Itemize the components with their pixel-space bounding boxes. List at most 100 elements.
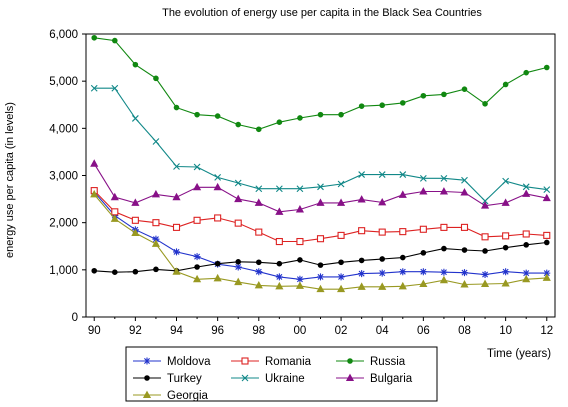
data-point-moldova [152,235,160,243]
x-axis-label: Time (years) [487,348,551,360]
data-point-moldova [378,269,386,277]
series-bulgaria [90,159,551,215]
data-point-ukraine [255,185,263,193]
data-point-bulgaria [90,159,99,167]
data-point-ukraine [522,183,530,191]
data-point-ukraine [358,171,366,178]
data-point-moldova [317,273,324,281]
data-point-moldova [337,273,345,281]
data-point-russia [482,101,488,107]
data-point-bulgaria [357,195,366,203]
data-point-romania [419,225,427,233]
y-tick-label: 4,000 [49,123,78,135]
data-point-ukraine [275,185,283,193]
data-point-ukraine [193,163,201,171]
data-point-georgia [357,282,366,290]
legend-marker-romania [241,357,249,365]
data-point-romania [172,223,181,231]
legend-box [125,346,438,402]
data-point-georgia [275,281,284,290]
data-point-bulgaria [234,194,243,203]
data-point-romania [111,208,119,216]
series-georgia [90,189,551,293]
data-point-romania [337,231,345,239]
data-point-georgia [295,281,305,289]
y-tick-label: 0 [72,312,78,324]
data-point-moldova [193,253,201,261]
data-point-georgia [522,274,531,283]
data-point-ukraine [378,171,386,178]
legend: Moldova Romania Russia Turkey Ukraine Bulgari… [133,356,413,402]
data-point-moldova [399,268,407,276]
data-point-russia [153,75,159,82]
data-point-moldova [502,268,510,276]
data-point-ukraine [399,171,407,178]
data-point-turkey [502,244,509,251]
legend-label-bulgaria: Bulgaria [370,373,413,385]
data-point-georgia [398,281,407,290]
data-point-georgia [542,273,551,281]
data-point-turkey [358,257,365,264]
data-point-turkey [132,268,139,275]
data-point-romania [152,219,160,227]
data-point-russia [379,102,386,109]
data-point-russia [461,86,468,92]
data-point-russia [358,103,365,109]
legend-marker-moldova [143,357,151,365]
data-point-georgia [131,228,140,237]
x-tick-label: 06 [417,325,430,337]
data-point-moldova [275,273,283,281]
data-point-ukraine [419,174,427,182]
x-tick-label: 08 [458,325,471,337]
data-point-russia [255,126,262,133]
data-point-romania [481,233,489,241]
data-point-turkey [276,260,283,267]
data-point-ukraine [502,177,510,185]
data-point-bulgaria [110,192,119,201]
data-point-bulgaria [378,197,387,206]
x-tick-label: 92 [129,325,142,337]
data-point-romania [502,232,510,240]
data-point-turkey [317,262,324,268]
data-point-ukraine [111,84,119,92]
data-point-turkey [338,259,344,266]
legend-item-moldova: Moldova [133,356,211,368]
data-point-ukraine [440,174,448,182]
data-point-turkey [523,242,530,248]
data-point-romania [399,228,407,236]
data-point-georgia [234,277,243,286]
data-point-romania [378,228,386,236]
legend-marker-turkey [144,375,150,381]
legend-label-ukraine: Ukraine [265,373,305,385]
legend-marker-bulgaria [345,373,355,381]
y-tick-label: 6,000 [49,29,78,41]
data-point-bulgaria [151,189,161,198]
data-point-russia [420,92,427,99]
legend-label-georgia: Georgia [167,390,209,402]
data-point-romania [296,237,304,246]
data-point-russia [317,111,324,118]
data-point-ukraine [90,84,98,92]
data-point-russia [338,111,344,118]
y-tick-label: 3,000 [49,171,78,183]
data-point-georgia [151,239,161,247]
data-point-moldova [358,270,366,278]
data-point-romania [460,223,469,231]
chart-title: The evolution of energy use per capita i… [162,7,482,19]
data-point-turkey [482,248,488,254]
data-point-ukraine [481,197,489,205]
data-point-turkey [461,247,468,253]
data-point-turkey [379,256,386,262]
data-point-ukraine [214,173,222,181]
legend-item-russia: Russia [336,356,406,368]
x-tick-label: 04 [376,325,389,337]
data-point-bulgaria [419,187,428,195]
data-point-turkey [214,260,221,267]
data-point-ukraine [296,185,304,193]
data-point-romania [358,227,366,235]
data-point-georgia [213,273,222,282]
data-point-romania [440,223,448,231]
data-point-moldova [255,268,263,276]
data-point-georgia [193,274,202,283]
data-point-turkey [111,269,118,275]
